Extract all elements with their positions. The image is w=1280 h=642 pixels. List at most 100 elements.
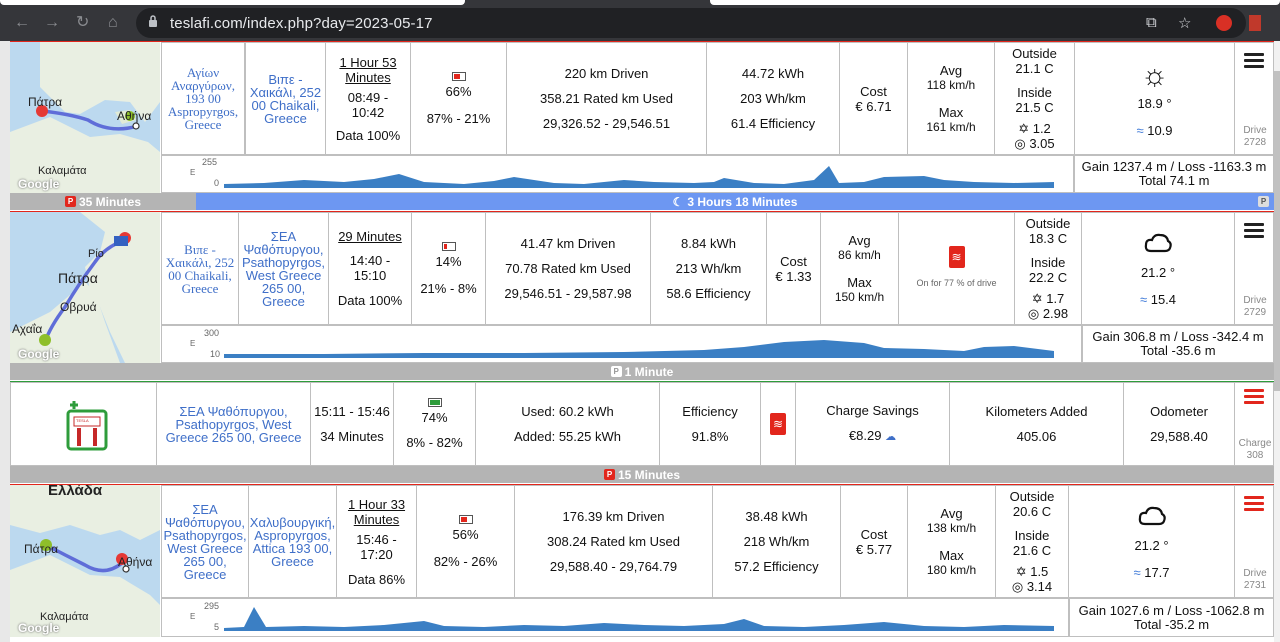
climate-cell: Outside 20.6 C Inside 21.6 C ✡ 1.5 ◎ 3.1…: [995, 485, 1069, 598]
avg-speed: 118 km/h: [926, 77, 976, 92]
energy-kwh: 8.84 kWh: [681, 236, 736, 251]
charge-number: 308: [1246, 450, 1264, 461]
extension-icon[interactable]: [1249, 15, 1261, 31]
route-map[interactable]: Πάτρα Αθήνα Καλαμάτα Google: [10, 42, 160, 193]
menu-icon[interactable]: [1244, 496, 1264, 512]
gain-loss: Gain 306.8 m / Loss -342.4 m: [1092, 329, 1264, 344]
speed-cell: Avg 118 km/h Max 161 km/h: [907, 42, 995, 155]
to-location-text[interactable]: Χαλυβουργική, Aspropyrgos, Attica 193 00…: [249, 514, 336, 569]
efficiency: 58.6 Efficiency: [666, 286, 751, 301]
parking-icon: P: [610, 366, 622, 377]
scrollbar-thumb[interactable]: [1274, 71, 1280, 391]
forward-icon[interactable]: →: [44, 14, 60, 31]
charge-energy-cell: Used: 60.2 kWh Added: 55.25 kWh: [475, 382, 660, 466]
wind-speed: 15.4: [1150, 291, 1177, 307]
elevation-chart[interactable]: 300 10 E: [161, 325, 1082, 363]
bookmark-star-icon[interactable]: ☆: [1178, 15, 1192, 32]
sleep-bar[interactable]: ☾ 3 Hours 18 Minutes P: [196, 193, 1274, 210]
extension-icon[interactable]: [1216, 15, 1232, 31]
outside-temp: 20.6 C: [1012, 504, 1052, 519]
elevation-min: 5: [214, 622, 220, 632]
cost-cell: Cost € 6.71: [839, 42, 908, 155]
cost-cell: Cost € 5.77: [840, 485, 908, 598]
route-map[interactable]: Ελλάδα Πάτρα Αθήνα Καλαμάτα Google: [10, 485, 160, 637]
weather-temp: 21.2 °: [1140, 264, 1176, 280]
speed-cell: Avg 138 km/h Max 180 km/h: [907, 485, 996, 598]
data-quality: Data 100%: [337, 293, 403, 308]
parking-icon: P: [1258, 196, 1269, 207]
menu-icon[interactable]: [1244, 53, 1264, 69]
from-location[interactable]: Βιπε - Χαικάλι, 252 00 Chaikali, Greece: [161, 212, 239, 325]
efficiency: 57.2 Efficiency: [734, 559, 819, 574]
trip-duration[interactable]: 1 Hour 53 Minutes: [339, 54, 397, 85]
charge-battery-range: 8% - 82%: [406, 435, 463, 450]
route-map[interactable]: Ρίο Πάτρα Οβρυά Αχαΐα Google: [10, 212, 160, 363]
cloud-download-icon[interactable]: ☁: [885, 431, 897, 443]
weather-temp: 18.9 °: [1137, 95, 1172, 111]
drive-card: Ελλάδα Πάτρα Αθήνα Καλαμάτα Google ΣΕΑ Ψ…: [10, 484, 1274, 637]
map-label: Πάτρα: [24, 542, 59, 556]
max-speed-label: Max: [847, 274, 872, 290]
menu-icon[interactable]: [1244, 389, 1264, 405]
elevation-chart[interactable]: 295 5 E: [161, 598, 1069, 637]
lock-icon[interactable]: [148, 14, 158, 28]
max-speed: 180 km/h: [926, 562, 977, 577]
address-bar[interactable]: [136, 8, 1246, 38]
outside-temp: 21.1 C: [1015, 61, 1054, 76]
from-location-text[interactable]: Βιπε - Χαικάλι, 252 00 Chaikali, Greece: [165, 241, 235, 296]
browser-tab[interactable]: [0, 0, 465, 5]
parked-bar[interactable]: P 35 Minutes: [10, 193, 196, 210]
map-label: Ρίο: [88, 248, 104, 260]
home-icon[interactable]: ⌂: [108, 14, 118, 31]
speed-cell: Avg 86 km/h Max 150 km/h: [820, 212, 899, 325]
charge-label: Charge: [1238, 438, 1272, 449]
fan-icon: ✡: [1015, 564, 1027, 579]
seat-heater-icon: ≋: [770, 413, 786, 435]
battery-percent: 66%: [445, 83, 472, 99]
share-icon[interactable]: ⧉: [1146, 14, 1157, 31]
from-location[interactable]: ΣΕΑ Ψαθόπυργου, Psathopyrgos, West Greec…: [161, 485, 249, 598]
charge-savings-label: Charge Savings: [826, 403, 919, 418]
browser-tab[interactable]: [710, 0, 1280, 5]
google-logo: Google: [18, 177, 60, 191]
charge-location[interactable]: ΣΕΑ Ψαθόπυργου, Psathopyrgos, West Greec…: [156, 382, 311, 466]
cost-value: € 5.77: [855, 541, 893, 557]
to-location[interactable]: ΣΕΑ Ψαθόπυργου, Psathopyrgos, West Greec…: [238, 212, 329, 325]
parking-icon: P: [603, 469, 615, 480]
energy-kwh: 44.72 kWh: [741, 66, 805, 81]
from-location[interactable]: Αγίων Αναργύρων, 193 00 Aspropyrgos, Gre…: [161, 42, 245, 155]
browser-toolbar: ← → ↻ ⌂ teslafi.com/index.php?day=2023-0…: [0, 5, 1280, 41]
distance-cell: 220 km Driven 358.21 Rated km Used 29,32…: [506, 42, 707, 155]
to-location-text[interactable]: Βιπε - Χαικάλι, 252 00 Chaikali, Greece: [249, 71, 322, 126]
wheel-heat: 3.05: [1029, 136, 1055, 151]
fan-speed: 1.2: [1032, 121, 1051, 136]
max-speed-label: Max: [939, 547, 964, 563]
weather-temp: 21.2 °: [1134, 537, 1169, 553]
to-location-text[interactable]: ΣΕΑ Ψαθόπυργου, Psathopyrgos, West Greec…: [241, 228, 326, 309]
from-location-text[interactable]: ΣΕΑ Ψαθόπυργου, Psathopyrgos, West Greec…: [163, 501, 247, 582]
trip-time-cell: 1 Hour 33 Minutes 15:46 - 17:20 Data 86%: [336, 485, 417, 598]
charge-location-text[interactable]: ΣΕΑ Ψαθόπυργου, Psathopyrgos, West Greec…: [165, 403, 302, 445]
charge-menu-cell: Charge 308: [1234, 382, 1274, 466]
charge-savings-cell: Charge Savings €8.29 ☁: [795, 382, 950, 466]
back-icon[interactable]: ←: [14, 14, 30, 31]
to-location[interactable]: Βιπε - Χαικάλι, 252 00 Chaikali, Greece: [245, 42, 326, 155]
cost-label: Cost: [860, 526, 888, 542]
trip-time: 14:40 - 15:10: [349, 253, 391, 283]
outside-label: Outside: [1009, 489, 1055, 504]
elevation-chart[interactable]: 255 0 E: [161, 155, 1074, 193]
drive-number: 2729: [1243, 307, 1267, 318]
drive-menu-cell: Drive 2728: [1234, 42, 1274, 155]
inside-label: Inside: [1030, 255, 1066, 270]
trip-duration[interactable]: 29 Minutes: [338, 229, 402, 244]
reload-icon[interactable]: ↻: [76, 14, 90, 31]
parked-bar[interactable]: P 15 Minutes: [10, 466, 1274, 483]
to-location[interactable]: Χαλυβουργική, Aspropyrgos, Attica 193 00…: [248, 485, 337, 598]
trip-duration[interactable]: 1 Hour 33 Minutes: [347, 496, 406, 527]
menu-icon[interactable]: [1244, 223, 1264, 239]
wind-icon: ≈: [1133, 564, 1141, 580]
scrollbar[interactable]: [1274, 41, 1280, 642]
from-location-text[interactable]: Αγίων Αναργύρων, 193 00 Aspropyrgos, Gre…: [167, 65, 239, 132]
parked-duration: 15 Minutes: [617, 467, 680, 482]
